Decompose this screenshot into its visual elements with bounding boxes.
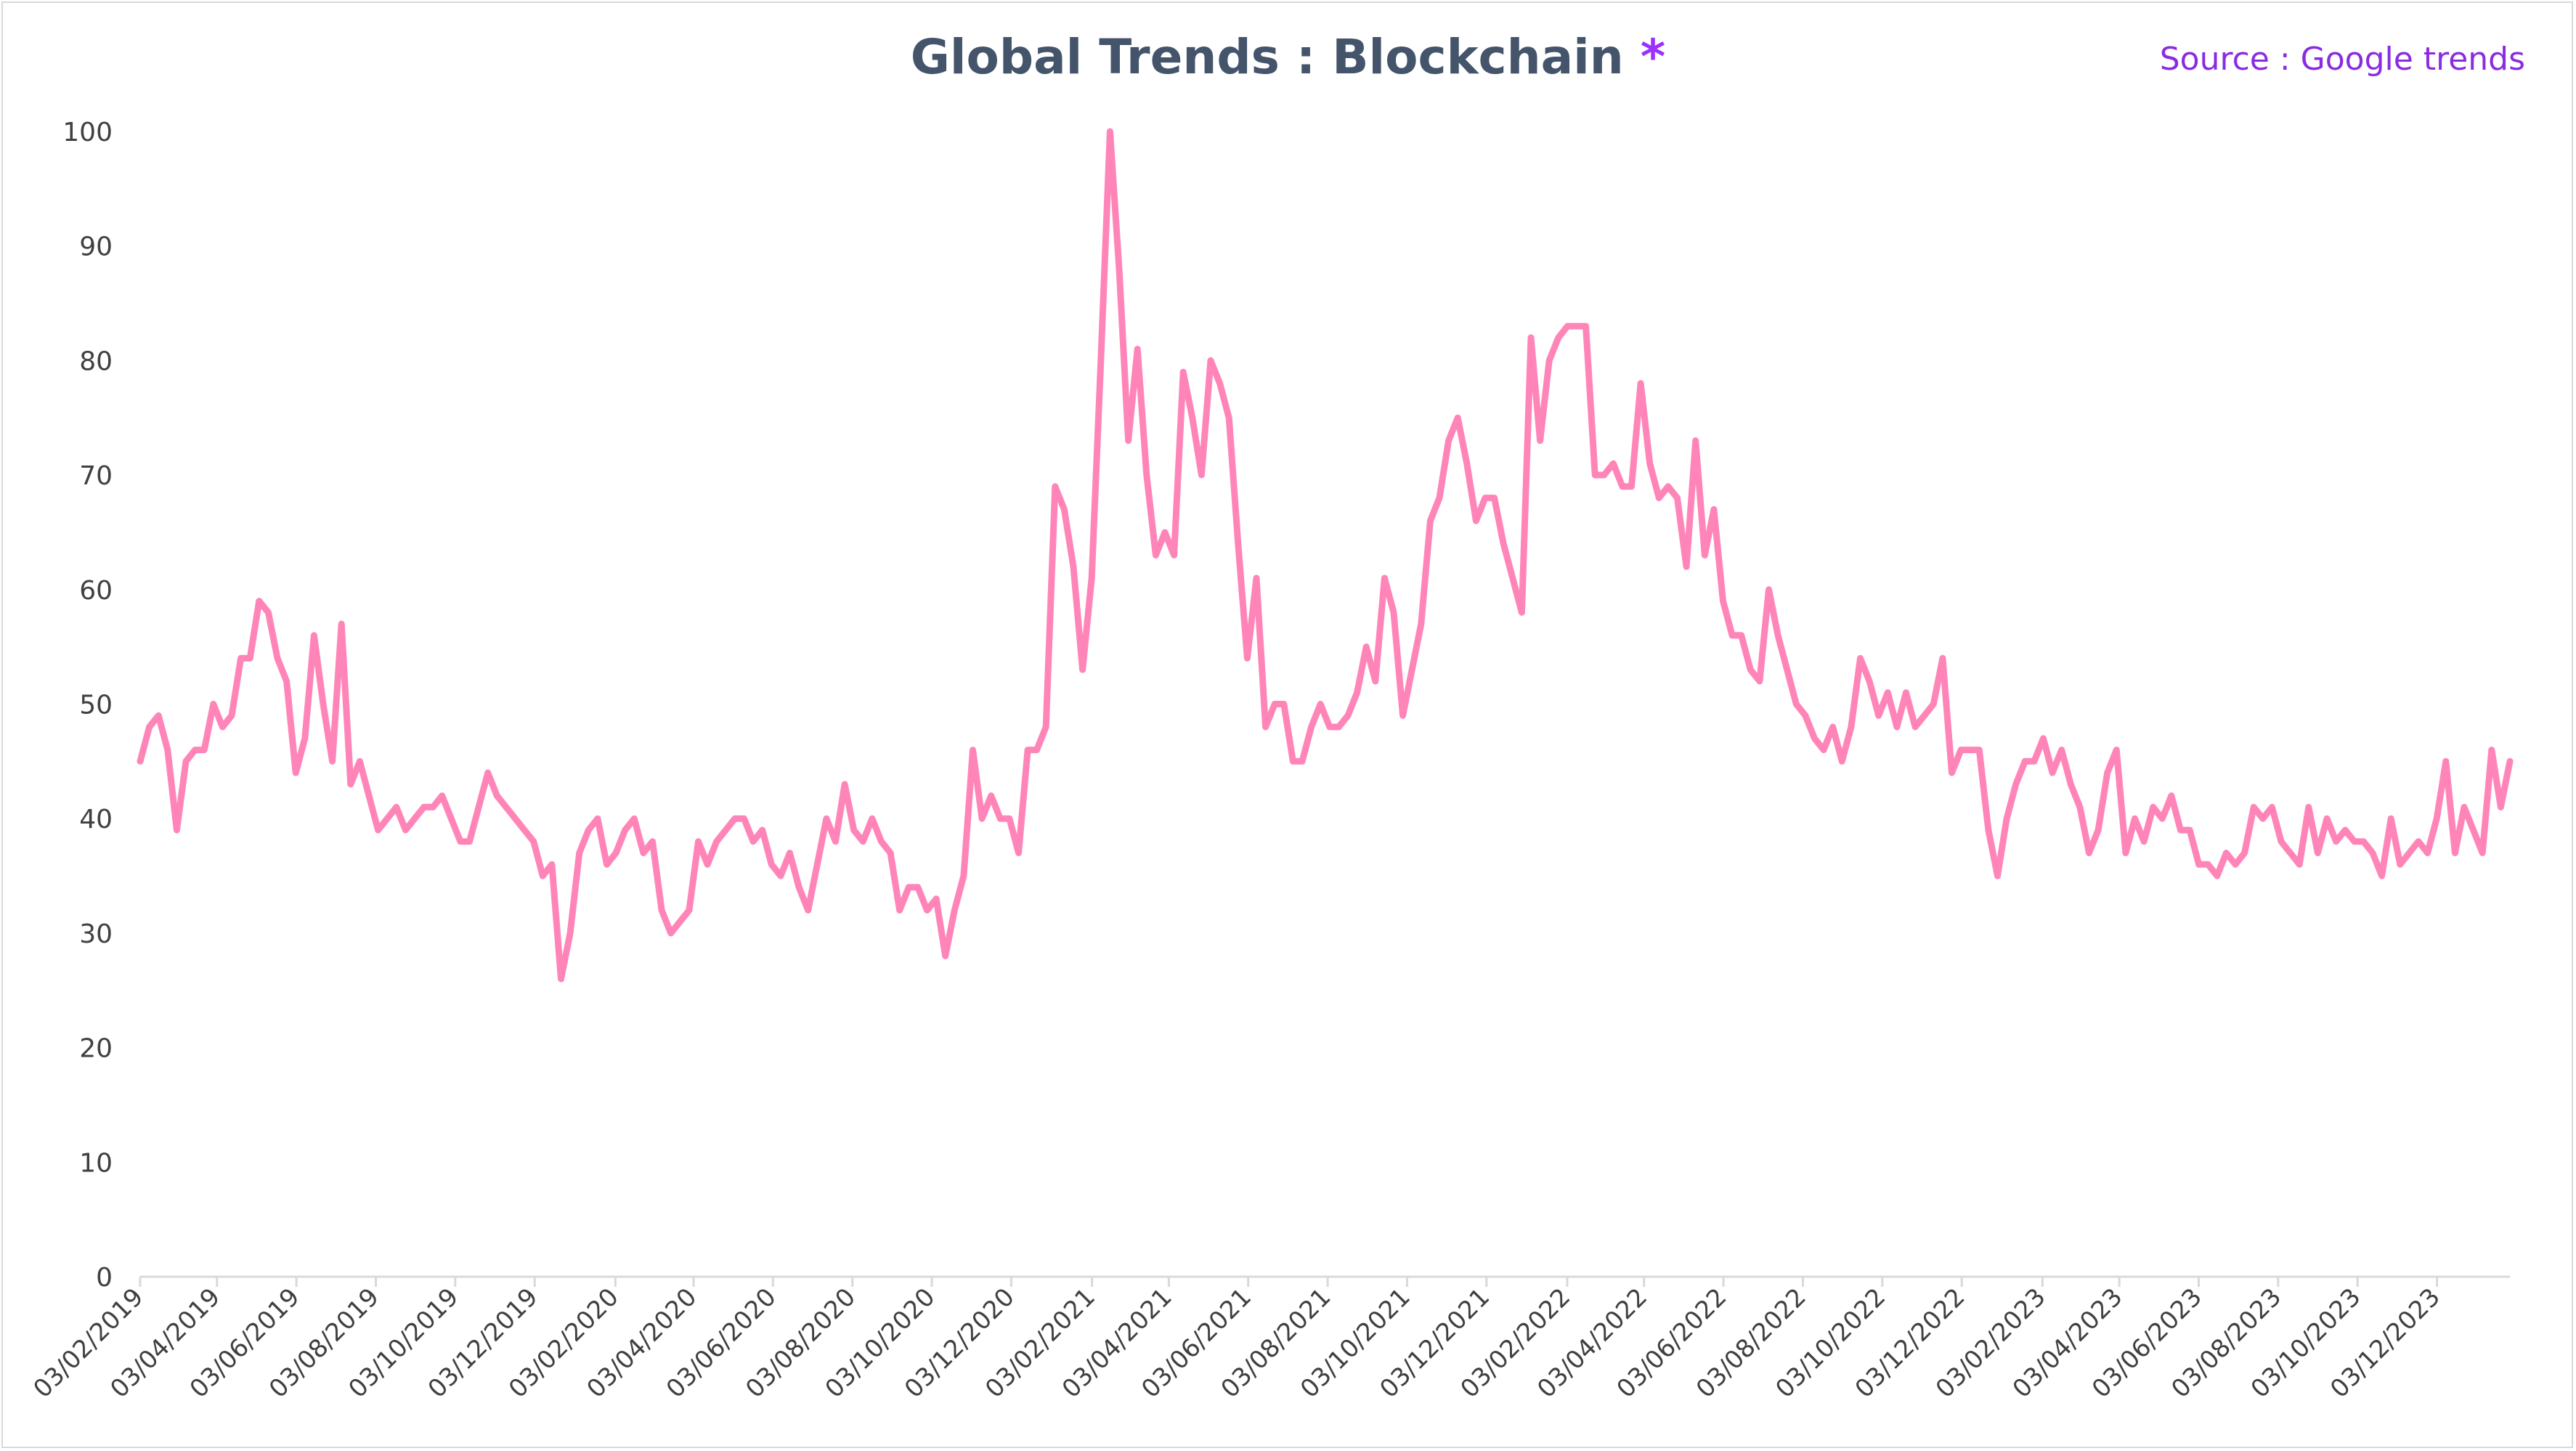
y-tick-label: 50	[79, 691, 113, 720]
y-tick-label: 10	[79, 1148, 113, 1178]
y-tick-label: 0	[96, 1263, 113, 1293]
y-tick-label: 70	[79, 461, 113, 491]
series-line	[137, 128, 2514, 983]
y-tick-label: 20	[79, 1034, 113, 1064]
title-asterisk: *	[1640, 29, 1666, 85]
y-tick-label: 100	[62, 118, 113, 147]
y-tick-label: 90	[79, 232, 113, 262]
chart-title-text: Global Trends : Blockchain	[910, 29, 1624, 85]
chart-title: Global Trends : Blockchain *	[0, 29, 2576, 85]
y-tick-label: 60	[79, 576, 113, 606]
y-tick-label: 30	[79, 919, 113, 949]
y-tick-label: 80	[79, 346, 113, 376]
y-tick-label: 40	[79, 805, 113, 834]
source-note: Source : Google trends	[2159, 41, 2525, 78]
